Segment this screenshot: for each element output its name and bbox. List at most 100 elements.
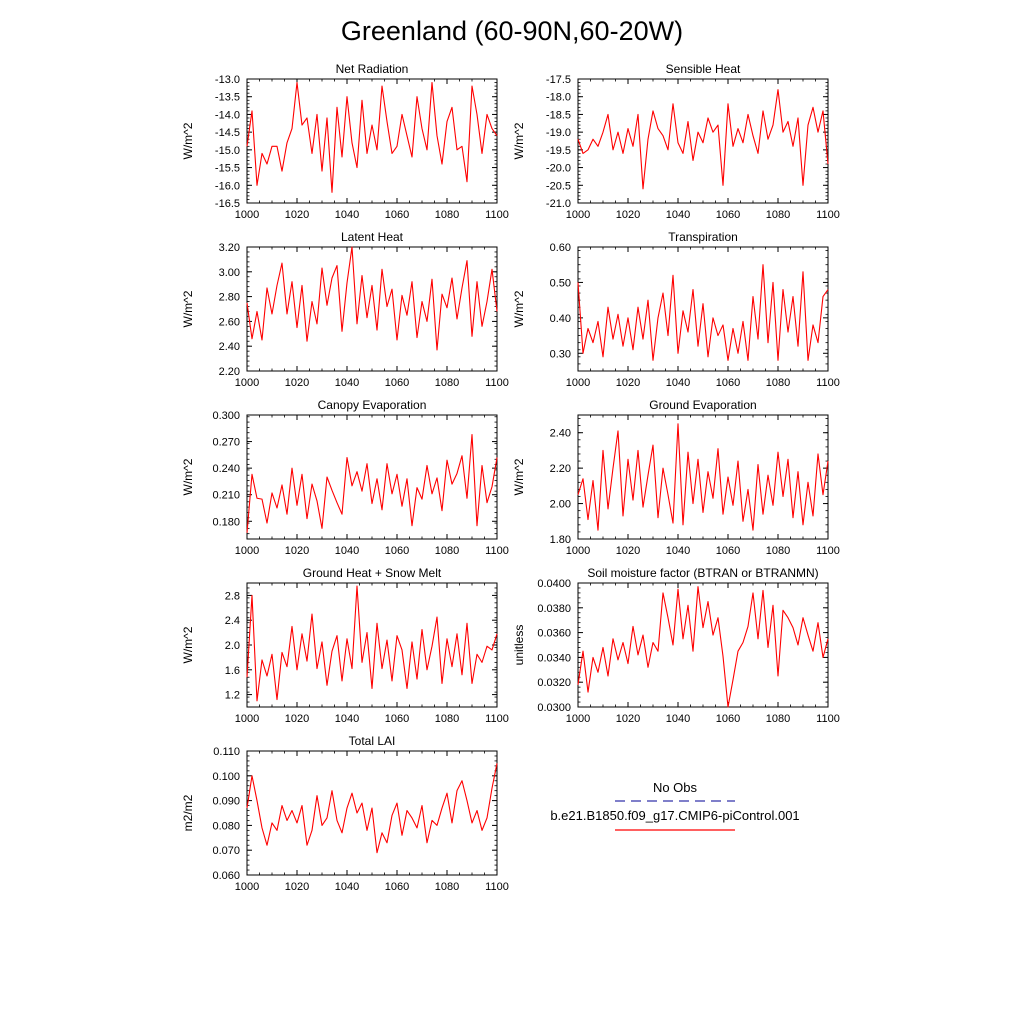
- y-tick-label: 3.20: [219, 242, 240, 254]
- x-tick-label: 1060: [716, 209, 740, 221]
- x-tick-label: 1100: [485, 713, 509, 725]
- x-tick-label: 1040: [335, 713, 359, 725]
- y-tick-label: -14.5: [215, 127, 240, 139]
- x-tick-label: 1000: [566, 377, 590, 389]
- x-tick-label: 1000: [566, 545, 590, 557]
- chart-panel: Sensible Heat W/m^2 1000 1020 1040 1060 1080 11…: [512, 62, 840, 221]
- y-tick-label: 0.070: [212, 845, 240, 857]
- chart-panel: Latent Heat W/m^2 1000 1020 1040 1060 1080 1100…: [181, 230, 509, 389]
- x-tick-label: 1040: [335, 377, 359, 389]
- y-tick-label: 2.20: [219, 366, 240, 378]
- chart-title: Ground Evaporation: [649, 398, 756, 412]
- x-tick-label: 1080: [766, 209, 790, 221]
- series-line: [246, 433, 498, 533]
- y-tick-label: -19.5: [546, 145, 571, 157]
- y-tick-label: 2.80: [219, 292, 240, 304]
- x-tick-label: 1020: [616, 377, 640, 389]
- x-tick-label: 1100: [816, 545, 840, 557]
- y-tick-label: 2.4: [225, 615, 240, 627]
- x-tick-label: 1020: [285, 881, 309, 893]
- x-tick-label: 1060: [716, 377, 740, 389]
- plot-frame: [246, 246, 498, 372]
- x-tick-label: 1040: [666, 545, 690, 557]
- x-tick-label: 1000: [235, 377, 259, 389]
- y-tick-label: 0.0340: [537, 652, 571, 664]
- plot-frame: [246, 78, 498, 204]
- y-tick-label: 3.00: [219, 267, 240, 279]
- series-line: [577, 423, 829, 531]
- chart-panel: Soil moisture factor (BTRAN or BTRANMN) u…: [512, 566, 840, 725]
- y-tick-label: -21.0: [546, 198, 571, 210]
- y-tick-label: 0.0380: [537, 603, 571, 615]
- y-tick-label: 0.40: [550, 313, 571, 325]
- series-line: [577, 586, 829, 708]
- x-tick-label: 1100: [816, 209, 840, 221]
- y-tick-label: 2.40: [550, 428, 571, 440]
- y-tick-label: -17.5: [546, 74, 571, 86]
- legend: No Obs b.e21.B1850.f09_g17.CMIP6-piContr…: [550, 780, 800, 831]
- y-tick-label: 0.100: [212, 771, 240, 783]
- x-tick-label: 1020: [285, 545, 309, 557]
- x-tick-label: 1000: [235, 545, 259, 557]
- x-tick-label: 1060: [385, 377, 409, 389]
- chart-title: Transpiration: [668, 230, 738, 244]
- x-tick-label: 1020: [616, 209, 640, 221]
- y-tick-label: 2.0: [225, 640, 240, 652]
- x-tick-label: 1080: [766, 377, 790, 389]
- y-tick-label: -19.0: [546, 127, 571, 139]
- legend-model-label: b.e21.B1850.f09_g17.CMIP6-piControl.001: [550, 808, 799, 823]
- y-axis-label: W/m^2: [512, 122, 526, 159]
- chart-title: Total LAI: [349, 734, 396, 748]
- y-axis-label: m2/m2: [181, 794, 195, 831]
- x-tick-label: 1060: [716, 545, 740, 557]
- x-tick-label: 1060: [716, 713, 740, 725]
- y-tick-label: -16.5: [215, 198, 240, 210]
- x-tick-label: 1060: [385, 209, 409, 221]
- legend-obs-label: No Obs: [653, 780, 698, 795]
- y-tick-label: 2.8: [225, 590, 240, 602]
- y-axis-label: W/m^2: [512, 458, 526, 495]
- y-tick-label: -13.5: [215, 92, 240, 104]
- y-tick-label: 1.6: [225, 665, 240, 677]
- x-tick-label: 1080: [435, 881, 459, 893]
- y-tick-label: 0.0300: [537, 702, 571, 714]
- y-tick-label: 0.0360: [537, 628, 571, 640]
- y-tick-label: 1.2: [225, 690, 240, 702]
- x-tick-label: 1060: [385, 545, 409, 557]
- chart-title: Sensible Heat: [666, 62, 741, 76]
- x-tick-label: 1100: [485, 209, 509, 221]
- series-line: [246, 81, 498, 193]
- y-tick-label: 2.20: [550, 463, 571, 475]
- plot-frame: [577, 414, 829, 540]
- y-tick-label: 0.240: [212, 463, 240, 475]
- y-tick-label: -15.5: [215, 163, 240, 175]
- y-tick-label: -16.0: [215, 180, 240, 192]
- y-tick-label: 0.110: [213, 746, 240, 758]
- chart-title: Canopy Evaporation: [318, 398, 427, 412]
- y-tick-label: 2.60: [219, 316, 240, 328]
- x-tick-label: 1040: [666, 713, 690, 725]
- x-tick-label: 1100: [816, 377, 840, 389]
- y-tick-label: 0.50: [550, 277, 571, 289]
- y-tick-label: 0.0320: [537, 677, 571, 689]
- y-tick-label: 0.060: [212, 870, 240, 882]
- series-line: [246, 585, 498, 702]
- x-tick-label: 1020: [285, 377, 309, 389]
- y-tick-label: -20.5: [546, 180, 571, 192]
- y-tick-label: -13.0: [215, 74, 240, 86]
- chart-title: Ground Heat + Snow Melt: [303, 566, 442, 580]
- x-tick-label: 1100: [485, 881, 509, 893]
- y-tick-label: 0.60: [550, 242, 571, 254]
- x-tick-label: 1040: [666, 209, 690, 221]
- x-tick-label: 1080: [435, 545, 459, 557]
- series-line: [246, 763, 498, 854]
- x-tick-label: 1100: [816, 713, 840, 725]
- series-line: [246, 246, 498, 351]
- y-tick-label: 0.210: [212, 490, 240, 502]
- chart-title: Latent Heat: [341, 230, 404, 244]
- x-tick-label: 1020: [285, 209, 309, 221]
- y-tick-label: 2.00: [550, 499, 571, 511]
- y-tick-label: 0.300: [212, 410, 240, 422]
- x-tick-label: 1000: [235, 881, 259, 893]
